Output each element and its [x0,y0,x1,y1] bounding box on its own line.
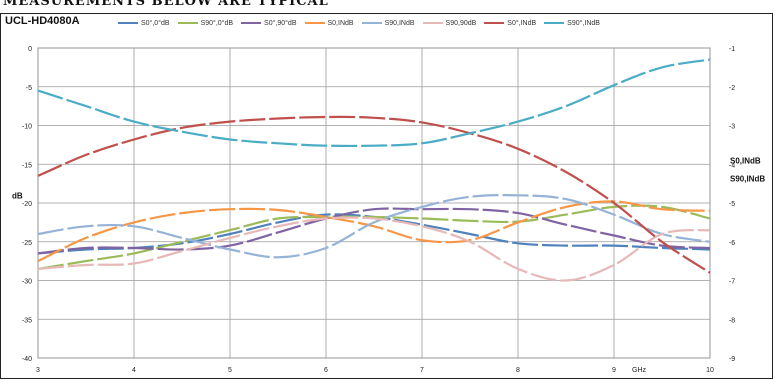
y-tick-label-left: -5 [26,85,32,92]
series-line-3 [37,207,711,255]
y-tick-label-left: -30 [22,279,32,286]
right-axis-title: S90,INdB [730,174,765,183]
y-tick-label-right: -5 [729,201,735,208]
legend-label: S0°,INdB [507,19,537,27]
legend-item: S0°,INdB [484,20,536,27]
legend-swatch [241,22,262,24]
legend-item: S0°,0°dB [118,20,170,27]
y-tick-label-right: -8 [729,317,735,324]
legend-label: S90°,0°dB [200,19,234,27]
x-tick-label: 10 [706,367,714,374]
y-tick-label-right: -7 [729,279,735,286]
x-tick-label: 7 [420,367,424,374]
legend-swatch [544,22,565,24]
chart-title: UCL-HD4080A [5,15,80,27]
x-tick-label: 8 [516,367,520,374]
legend-label: S0°,0°dB [141,19,170,27]
series-line-6 [37,216,711,282]
y-tick-label-right: -1 [729,46,735,53]
series-line-4 [37,200,711,263]
x-tick-label: 4 [132,367,136,374]
legend-item: S0,INdB [304,19,354,27]
legend-label: S90,90dB [445,19,477,27]
y-tick-label-right: -9 [729,356,735,363]
y-tick-label-right: -6 [729,240,735,247]
series-line-2 [37,204,711,270]
legend-swatch [422,22,443,24]
x-tick-label: 6 [324,367,328,374]
series-line-5 [37,193,711,259]
x-tick-label: 9 [612,367,616,374]
legend-label: S0,INdB [327,19,354,27]
y-tick-label-left: -15 [22,162,32,169]
x-tick-label: 3 [36,367,40,374]
page-header-title: MEASUREMENTS BELOW ARE TYPICAL [3,0,329,9]
right-axis-title: S0,INdB [730,156,761,165]
legend-swatch [177,22,198,24]
legend-item: S90,90dB [422,19,477,27]
y-axis-title: dB [12,191,23,200]
x-tick-label: 5 [228,367,232,374]
legend-label: S90°,INdB [567,19,600,27]
series-line-8 [37,58,711,148]
y-tick-label-left: -35 [22,317,32,324]
legend-label: S0°,90°dB [264,19,297,27]
legend-item: S90°,INdB [544,20,600,27]
page-header: MEASUREMENTS BELOW ARE TYPICAL [0,0,775,13]
legend: S0°,0°dB S90°,0°dB S0°,90°dB S0,INdB S90,INd… [118,16,608,30]
y-tick-label-right: -2 [729,85,735,92]
x-axis-title: GHz [632,367,647,374]
series-line-7 [37,115,711,274]
y-tick-label-left: -20 [22,201,32,208]
legend-label: S90,INdB [384,19,415,27]
y-tick-label-left: 0 [28,46,32,53]
y-tick-label-left: -25 [22,240,32,247]
legend-swatch [361,22,382,24]
chart-svg: 3 4 5 6 7 8 9 10 0 -1 -5 -2 -10 -3 -15 -4 -20 -5 -25 -6 -30 -… [12,46,765,374]
legend-item: S90,INdB [361,19,415,27]
legend-swatch [304,22,325,24]
legend-item: S0°,90°dB [241,19,297,27]
legend-item: S90°,0°dB [177,19,234,27]
y-tick-label-left: -40 [22,356,32,363]
y-tick-label-left: -10 [22,124,32,131]
y-tick-label-right: -3 [729,124,735,131]
legend-swatch [484,22,505,24]
legend-swatch [118,22,138,24]
y-tick-label-right: -4 [729,162,735,169]
